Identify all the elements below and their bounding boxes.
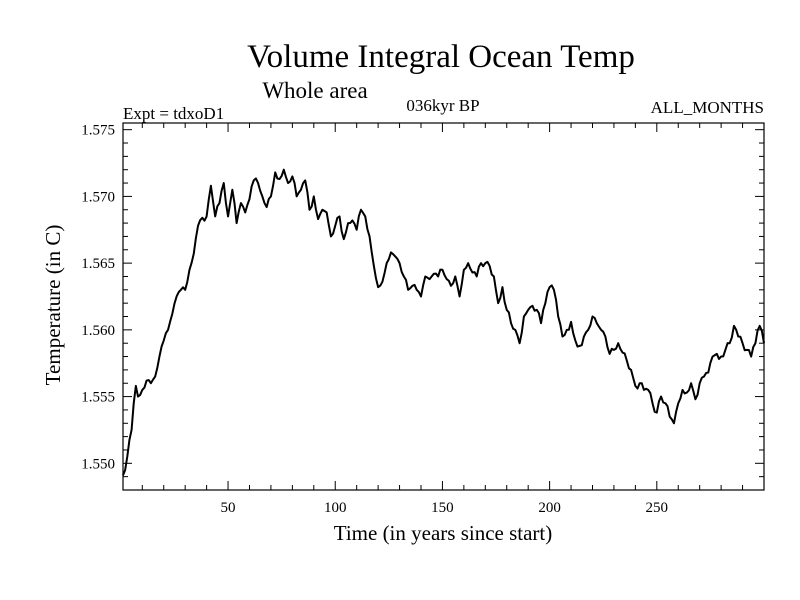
x-tick-label: 200 bbox=[538, 500, 561, 516]
y-tick-label: 1.550 bbox=[81, 456, 115, 472]
y-tick-label: 1.570 bbox=[81, 189, 115, 205]
months-label: ALL_MONTHS bbox=[651, 98, 764, 117]
chart-title: Volume Integral Ocean Temp bbox=[247, 39, 635, 75]
series-line bbox=[122, 168, 765, 476]
experiment-label: Expt = tdxoD1 bbox=[123, 104, 224, 123]
period-label: 036kyr BP bbox=[406, 96, 479, 115]
chart-subtitle: Whole area bbox=[262, 78, 367, 103]
axis-tick-labels: 50 100 150 200 250 1.550 1.555 1.560 1.565 1.570 1… bbox=[81, 123, 668, 516]
x-tick-label: 50 bbox=[221, 500, 236, 516]
x-tick-label: 250 bbox=[646, 500, 669, 516]
x-tick-label: 150 bbox=[431, 500, 454, 516]
x-tick-label: 100 bbox=[324, 500, 347, 516]
plot-frame bbox=[122, 122, 765, 491]
y-tick-label: 1.565 bbox=[81, 256, 115, 272]
x-axis-label: Time (in years since start) bbox=[334, 521, 553, 545]
y-axis-label: Temperature (in C) bbox=[41, 225, 65, 386]
y-tick-label: 1.555 bbox=[81, 390, 115, 406]
axis-ticks bbox=[123, 123, 764, 491]
y-tick-label: 1.575 bbox=[81, 123, 115, 139]
y-tick-label: 1.560 bbox=[81, 323, 115, 339]
